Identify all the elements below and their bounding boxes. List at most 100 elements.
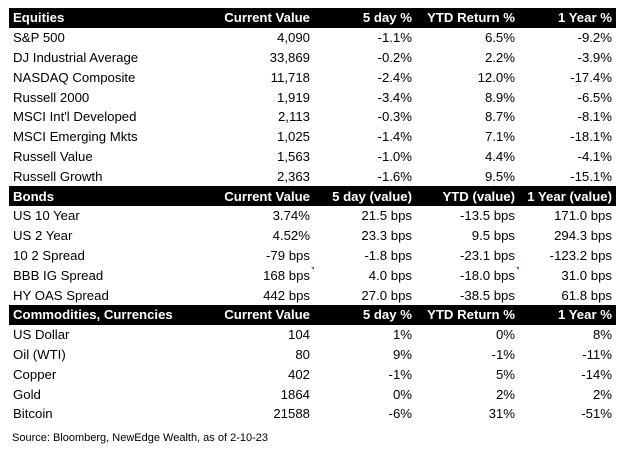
cell-value-text: 1864 bbox=[280, 386, 310, 402]
table-row: HY OAS Spread 442 bps 27.0 bps -38.5 bps 61.… bbox=[9, 285, 616, 305]
cell-value-text: -1.8 bps bbox=[364, 247, 412, 263]
cell-value: 21588 bbox=[209, 404, 314, 424]
cell-value: 8.9% bbox=[416, 87, 519, 107]
cell-value-text: -123.2 bps bbox=[549, 247, 612, 263]
column-header: 1 Year % bbox=[519, 304, 616, 325]
cell-value: -9.2% bbox=[519, 28, 616, 48]
cell-value: 2,113 bbox=[209, 107, 314, 127]
column-header: Current Value bbox=[209, 186, 314, 206]
cell-value-text: 0% bbox=[392, 386, 412, 402]
cell-value-text: -6% bbox=[388, 406, 412, 422]
cell-value-text: 11,718 bbox=[270, 69, 310, 85]
cell-value: 31.0 bps bbox=[519, 265, 616, 285]
table-row: MSCI Emerging Mkts 1,025 -1.4% 7.1% -18.1% bbox=[9, 127, 616, 147]
cell-value-text: -18.1% bbox=[570, 129, 612, 145]
cell-value-text: -18.0 bps bbox=[460, 267, 515, 283]
market-summary-table: Equities Current Value 5 day % YTD Return %… bbox=[9, 8, 616, 424]
section-title: Commodities, Currencies bbox=[9, 304, 209, 325]
table-row: Copper 402 -1% 5% -14% bbox=[9, 364, 616, 384]
cell-value-text: 168 bps bbox=[263, 267, 310, 283]
cell-value: 2,363 bbox=[209, 166, 314, 186]
cell-value-text: 8.9% bbox=[484, 89, 515, 105]
cell-value-text: 1,563 bbox=[276, 148, 310, 164]
row-label: MSCI Int'l Developed bbox=[9, 107, 209, 127]
cell-value: -13.5 bps bbox=[416, 206, 519, 226]
cell-value-text: 12.0% bbox=[477, 69, 515, 85]
cell-value: 294.3 bps bbox=[519, 226, 616, 246]
row-label: Russell Growth bbox=[9, 166, 209, 186]
cell-value: -4.1% bbox=[519, 147, 616, 167]
cell-value-text: 80 bbox=[295, 346, 310, 362]
row-label: BBB IG Spread bbox=[9, 265, 209, 285]
cell-value-text: 4.0 bps bbox=[368, 267, 412, 283]
cell-value: 442 bps bbox=[209, 285, 314, 305]
cell-value-text: 104 bbox=[287, 327, 310, 343]
cell-value: 5% bbox=[416, 364, 519, 384]
cell-value-text: -15.1% bbox=[570, 168, 612, 184]
row-label-text: S&P 500 bbox=[13, 30, 65, 46]
cell-value-text: -1.1% bbox=[377, 30, 412, 46]
row-label: US 2 Year bbox=[9, 226, 209, 246]
table-row: Bitcoin 21588 -6% 31% -51% bbox=[9, 404, 616, 424]
row-label-text: Oil (WTI) bbox=[13, 346, 66, 362]
cell-value: 80 bbox=[209, 345, 314, 365]
cell-value: -1.6% bbox=[314, 166, 416, 186]
cell-value: 2% bbox=[416, 384, 519, 404]
cell-value: 31% bbox=[416, 404, 519, 424]
column-header: Current Value bbox=[209, 304, 314, 325]
cell-value: -2.4% bbox=[314, 67, 416, 87]
cell-value: -17.4% bbox=[519, 67, 616, 87]
column-header: YTD (value) bbox=[416, 186, 519, 206]
cell-value: 27.0 bps bbox=[314, 285, 416, 305]
cell-value: 6.5% bbox=[416, 28, 519, 48]
row-label-text: Bitcoin bbox=[13, 406, 53, 422]
cell-value: 1% bbox=[314, 325, 416, 345]
column-header: YTD Return % bbox=[416, 8, 519, 28]
row-label-text: 10 2 Spread bbox=[13, 247, 85, 263]
column-header: 1 Year % bbox=[519, 8, 616, 28]
cell-value: -1.1% bbox=[314, 28, 416, 48]
table-row: DJ Industrial Average 33,869 -0.2% 2.2% -3.9… bbox=[9, 48, 616, 68]
bonds-header-row: Bonds Current Value 5 day (value) YTD (valu… bbox=[9, 186, 616, 206]
table-row: Oil (WTI) 80 9% -1% -11% bbox=[9, 345, 616, 365]
table-row: NASDAQ Composite 11,718 -2.4% 12.0% -17.4% bbox=[9, 67, 616, 87]
cell-value: 0% bbox=[416, 325, 519, 345]
row-label-text: HY OAS Spread bbox=[13, 287, 109, 303]
commodities-currencies-header-row: Commodities, Currencies Current Value 5 da… bbox=[9, 304, 616, 325]
row-label: MSCI Emerging Mkts bbox=[9, 127, 209, 147]
cell-value: 9.5% bbox=[416, 166, 519, 186]
source-note: Source: Bloomberg, NewEdge Wealth, as of… bbox=[12, 432, 268, 444]
table-row: Russell Value 1,563 -1.0% 4.4% -4.1% bbox=[9, 147, 616, 167]
cell-value-text: -51% bbox=[581, 406, 612, 422]
cell-value-text: 171.0 bps bbox=[554, 208, 612, 224]
row-label: HY OAS Spread bbox=[9, 285, 209, 305]
cell-value-text: 27.0 bps bbox=[361, 287, 412, 303]
cell-value: 0% bbox=[314, 384, 416, 404]
row-label: NASDAQ Composite bbox=[9, 67, 209, 87]
cell-value-text: 2,363 bbox=[276, 168, 310, 184]
cell-value: 11,718 bbox=[209, 67, 314, 87]
row-label: US 10 Year bbox=[9, 206, 209, 226]
cell-value-text: -3.9% bbox=[577, 49, 612, 65]
row-label-text: Russell Value bbox=[13, 148, 93, 164]
market-summary-table-wrapper: Equities Current Value 5 day % YTD Return %… bbox=[9, 8, 616, 424]
cell-value-text: -9.2% bbox=[577, 30, 612, 46]
cell-value: 4.4% bbox=[416, 147, 519, 167]
column-header: 1 Year (value) bbox=[519, 186, 616, 206]
row-label-text: NASDAQ Composite bbox=[13, 69, 136, 85]
cell-value: 23.3 bps bbox=[314, 226, 416, 246]
cell-value-text: -11% bbox=[582, 346, 612, 362]
cell-value: 1864 bbox=[209, 384, 314, 404]
cell-value: 4.0 bps bbox=[314, 265, 416, 285]
row-label: S&P 500 bbox=[9, 28, 209, 48]
cell-value: 3.74% bbox=[209, 206, 314, 226]
cell-value: 1,919 bbox=[209, 87, 314, 107]
row-label: US Dollar bbox=[9, 325, 209, 345]
cell-value: -1.4% bbox=[314, 127, 416, 147]
cell-value: 104 bbox=[209, 325, 314, 345]
cell-value-text: 2% bbox=[592, 386, 612, 402]
row-label-text: BBB IG Spread bbox=[13, 267, 104, 283]
cell-value: -1.8 bps bbox=[314, 246, 416, 266]
column-header: 5 day % bbox=[314, 304, 416, 325]
cell-value: -18.1% bbox=[519, 127, 616, 147]
